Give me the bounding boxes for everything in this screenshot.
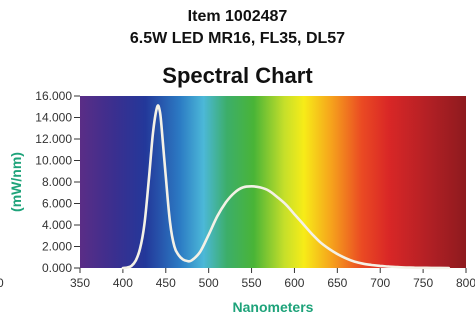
x-tick-label: 750 [413,276,433,290]
y-tick-label: 10.000 [35,154,72,168]
product-description: 6.5W LED MR16, FL35, DL57 [129,30,346,47]
x-tick-label: 800 [456,276,475,290]
y-tick-label: 16.000 [35,89,72,103]
x-tick-label: 500 [199,276,219,290]
y-tick-label: 8.000 [42,175,72,189]
x-tick-label: 450 [156,276,176,290]
y-tick-label: 6.000 [42,197,72,211]
x-axis-title: Nanometers [233,299,314,315]
y-tick-label: 4.000 [42,218,72,232]
y-tick-label: 14.000 [35,111,72,125]
item-number: Item 1002487 [187,8,288,25]
x-tick-label: 350 [70,276,90,290]
y-tick-label: 2.000 [42,240,72,254]
chart-title: Spectral Chart [162,63,313,88]
x-tick-label: 600 [284,276,304,290]
y-tick-label: 0.000 [42,261,72,275]
spectral-power-curve [121,104,451,270]
x-tick-label: 700 [370,276,390,290]
x-tick-label: 650 [327,276,347,290]
clipped-left-tick-label: 0 [0,276,4,290]
x-tick-label: 550 [242,276,262,290]
y-tick-label: 12.000 [35,132,72,146]
y-axis-title: (mW/nm) [8,152,24,212]
spectrum-background [80,96,466,268]
x-tick-label: 400 [113,276,133,290]
